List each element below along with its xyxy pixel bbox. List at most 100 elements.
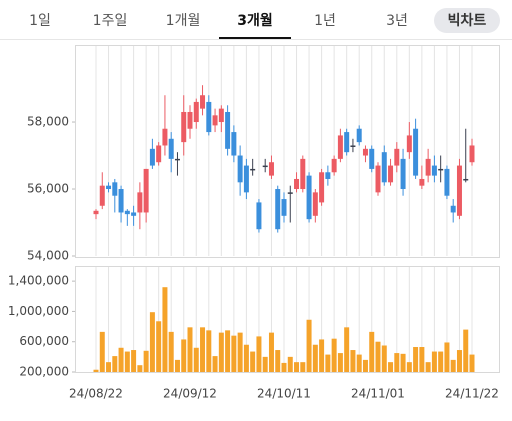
- volume-bar: [350, 350, 356, 372]
- bigchart-button-bg[interactable]: [434, 8, 500, 33]
- y-tick-label: 1,000,000: [8, 304, 69, 318]
- candle-body: [256, 202, 262, 230]
- candle-body: [112, 182, 118, 196]
- candle-body: [137, 192, 143, 213]
- candle-body: [425, 158, 431, 176]
- volume-bar: [206, 330, 212, 372]
- volume-bar: [306, 319, 312, 372]
- volume-bar: [344, 327, 350, 372]
- candle-body: [275, 189, 281, 230]
- volume-bar: [463, 329, 469, 372]
- candle-body: [250, 168, 256, 171]
- candle-body: [287, 192, 293, 194]
- volume-bar: [300, 362, 306, 372]
- candle-body: [312, 192, 318, 216]
- volume-bar: [118, 347, 124, 372]
- volume-bar: [356, 354, 362, 372]
- y-tick-label: 200,000: [19, 365, 69, 379]
- volume-bar: [287, 356, 293, 372]
- volume-bar: [388, 362, 394, 372]
- volume-bar: [312, 344, 318, 372]
- volume-bar: [275, 350, 281, 372]
- candle-body: [394, 148, 400, 166]
- volume-bar: [431, 351, 437, 372]
- candle-body: [106, 185, 112, 190]
- candle-body: [218, 108, 224, 123]
- candle-body: [99, 185, 105, 206]
- candle-body: [300, 158, 306, 190]
- candle-body: [181, 111, 187, 143]
- candle-body: [174, 158, 180, 161]
- volume-bar: [337, 353, 343, 372]
- candle-body: [356, 128, 362, 143]
- candle-body: [243, 165, 249, 193]
- y-tick-label: 54,000: [27, 249, 69, 263]
- price-frame: [75, 45, 500, 258]
- volume-bar: [268, 332, 274, 372]
- volume-bar: [438, 351, 444, 372]
- volume-bar: [156, 321, 162, 372]
- volume-bar: [419, 347, 425, 372]
- volume-bar: [93, 369, 99, 372]
- volume-bar: [375, 341, 381, 372]
- volume-bar: [131, 350, 137, 372]
- candle-body: [381, 152, 387, 183]
- volume-bar: [99, 331, 105, 372]
- volume-bar: [237, 332, 243, 372]
- candle-body: [306, 175, 312, 220]
- volume-bar: [400, 353, 406, 372]
- tab[interactable]: 3개월: [237, 12, 273, 29]
- candle-body: [281, 199, 287, 216]
- volume-bar: [256, 336, 262, 372]
- volume-bar: [149, 312, 155, 372]
- candle-body: [456, 165, 462, 216]
- candle-body: [168, 138, 174, 159]
- volume-bar: [174, 359, 180, 372]
- y-tick-label: 600,000: [19, 334, 69, 348]
- bigchart-button[interactable]: 빅차트: [448, 12, 487, 29]
- volume-bar: [112, 356, 118, 372]
- candle-body: [388, 165, 394, 183]
- volume-bar: [181, 339, 187, 372]
- tab[interactable]: 1개월: [166, 13, 201, 29]
- volume-bar: [381, 345, 387, 372]
- volume-bar: [212, 356, 218, 372]
- candle-body: [362, 148, 368, 156]
- candle-body: [225, 111, 231, 149]
- volume-bar: [187, 327, 193, 372]
- candle-body: [212, 115, 218, 126]
- volume-bar: [168, 331, 174, 372]
- candle-body: [444, 168, 450, 196]
- volume-bar: [469, 354, 475, 372]
- volume-bar: [143, 350, 149, 372]
- candle-body: [369, 148, 375, 169]
- y-tick-label: 56,000: [27, 182, 69, 196]
- tab[interactable]: 1년: [314, 13, 336, 29]
- volume-bar: [369, 331, 375, 372]
- candle-body: [400, 158, 406, 190]
- volume-bar: [450, 359, 456, 372]
- candle-body: [268, 162, 274, 176]
- candle-body: [187, 111, 193, 129]
- candle-body: [294, 178, 300, 190]
- volume-bar: [394, 353, 400, 372]
- volume-bar: [281, 362, 287, 372]
- volume-bar: [325, 354, 331, 372]
- candle-body: [431, 165, 437, 176]
- volume-bar: [413, 347, 419, 372]
- tab[interactable]: 1주일: [93, 13, 128, 29]
- candle-body: [319, 172, 325, 203]
- volume-bar: [124, 351, 130, 372]
- candle-body: [344, 132, 350, 153]
- tab[interactable]: 1일: [29, 13, 51, 29]
- candle-body: [463, 178, 469, 181]
- x-tick-label: 24/10/11: [257, 387, 311, 401]
- volume-bar: [137, 365, 143, 372]
- volume-bar: [456, 350, 462, 372]
- candle-body: [162, 128, 168, 146]
- candle-body: [131, 212, 137, 216]
- x-tick-label: 24/09/12: [163, 387, 217, 401]
- volume-bar: [250, 351, 256, 372]
- tab[interactable]: 3년: [386, 13, 408, 29]
